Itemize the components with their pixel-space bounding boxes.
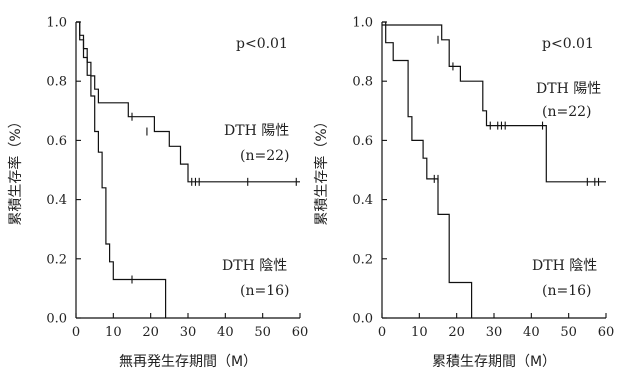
survival-curve-dth-positive — [382, 24, 606, 183]
y-tick-label: 0.8 — [352, 75, 373, 90]
p-value-label: p<0.01 — [542, 36, 594, 52]
survival-curve-dth-negative — [76, 21, 167, 318]
x-axis-title: 無再発生存期間（M） — [119, 354, 257, 370]
y-axis-title: 累積生存率（%） — [7, 114, 24, 225]
series-label-dth-positive: DTH 陽性 — [224, 123, 289, 139]
y-tick-label: 0.0 — [352, 312, 373, 327]
x-tick-label: 30 — [486, 325, 503, 340]
x-tick-label: 0 — [378, 325, 386, 340]
x-tick-label: 40 — [217, 325, 234, 340]
y-axis-title: 累積生存率（%） — [313, 114, 330, 225]
survival-curve-dth-negative — [382, 21, 473, 318]
x-tick-label: 60 — [292, 325, 309, 340]
x-tick-label: 50 — [560, 325, 577, 340]
y-tick-label: 0.0 — [46, 312, 67, 327]
x-tick-label: 0 — [72, 325, 80, 340]
series-n-label: (n=22) — [240, 148, 290, 164]
series-label-dth-negative: DTH 陰性 — [532, 258, 597, 274]
x-tick-label: 50 — [254, 325, 271, 340]
y-tick-label: 0.4 — [46, 193, 67, 208]
x-tick-label: 10 — [105, 325, 122, 340]
y-tick-label: 0.8 — [46, 75, 67, 90]
x-axis-title: 累積生存期間（M） — [432, 354, 556, 370]
series-n-label: (n=16) — [240, 283, 290, 299]
y-tick-label: 0.2 — [46, 252, 67, 267]
x-tick-label: 20 — [142, 325, 159, 340]
p-value-label: p<0.01 — [236, 36, 288, 52]
x-tick-label: 40 — [523, 325, 540, 340]
y-tick-label: 1.0 — [46, 16, 67, 31]
x-tick-label: 60 — [598, 325, 615, 340]
y-tick-label: 0.6 — [46, 134, 67, 149]
series-n-label: (n=16) — [542, 283, 592, 299]
y-tick-label: 0.2 — [352, 252, 373, 267]
y-tick-label: 0.4 — [352, 193, 373, 208]
x-tick-label: 30 — [180, 325, 197, 340]
y-tick-label: 1.0 — [352, 16, 373, 31]
x-tick-label: 10 — [411, 325, 428, 340]
y-tick-label: 0.6 — [352, 134, 373, 149]
series-label-dth-negative: DTH 陰性 — [222, 258, 287, 274]
x-tick-label: 20 — [448, 325, 465, 340]
chart-overall-survival: 0.0 0.2 0.4 0.6 0.8 1.0 0 10 20 30 40 50 60 累積生存期間（M）… — [313, 16, 614, 371]
chart-relapse-free-survival: 0.0 0.2 0.4 0.6 0.8 1.0 0 10 20 30 40 50 60 無再発生存期間（M… — [7, 16, 308, 371]
series-n-label: (n=22) — [542, 104, 592, 120]
series-label-dth-positive: DTH 陽性 — [536, 81, 601, 97]
